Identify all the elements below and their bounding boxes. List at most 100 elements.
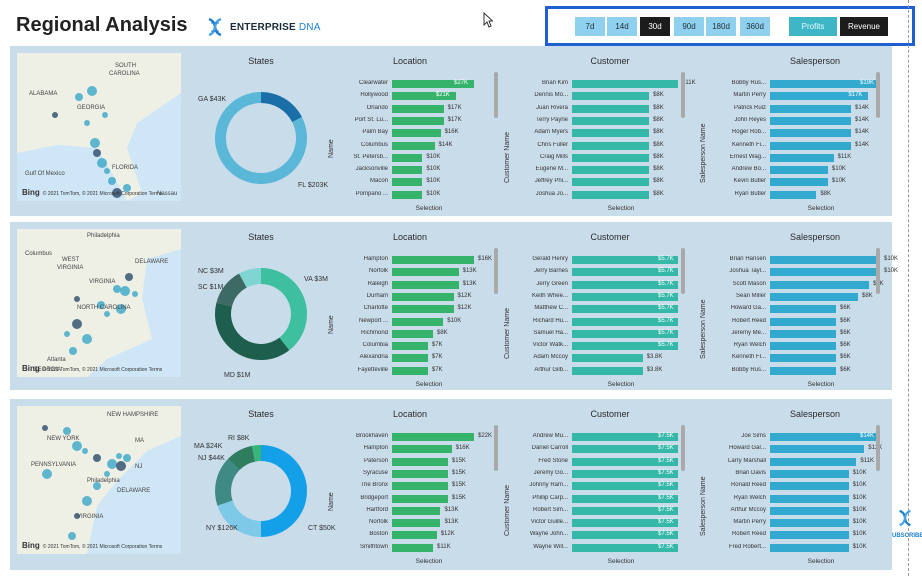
location-bar[interactable] xyxy=(392,178,423,187)
region-map[interactable]: Philadelphia WEST VIRGINIA DELAWARE VIRGINIA… xyxy=(17,229,181,377)
salesperson-bar[interactable] xyxy=(770,141,852,150)
map-location-bubble[interactable] xyxy=(63,427,71,435)
filter-7d-button[interactable]: 7d xyxy=(575,17,605,36)
donut-slice[interactable] xyxy=(251,445,261,462)
map-location-bubble[interactable] xyxy=(125,273,133,281)
salesperson-bar[interactable] xyxy=(770,445,865,454)
map-canvas[interactable] xyxy=(17,406,181,554)
map-location-bubble[interactable] xyxy=(87,86,97,96)
map-location-bubble[interactable] xyxy=(69,347,77,355)
salesperson-bar[interactable] xyxy=(770,342,836,351)
salesperson-bar[interactable] xyxy=(770,366,836,375)
customer-bar[interactable] xyxy=(572,116,650,125)
customer-bar[interactable] xyxy=(572,494,678,503)
location-bar[interactable] xyxy=(392,482,448,491)
filter-90d-button[interactable]: 90d xyxy=(674,17,704,36)
donut-slice[interactable] xyxy=(261,268,307,351)
customer-scrollbar[interactable] xyxy=(681,248,685,294)
map-location-bubble[interactable] xyxy=(93,454,101,462)
location-bar[interactable] xyxy=(392,457,448,466)
map-location-bubble[interactable] xyxy=(123,184,131,192)
salesperson-bar[interactable] xyxy=(770,153,834,162)
location-scrollbar[interactable] xyxy=(494,72,498,118)
location-bar[interactable] xyxy=(392,116,444,125)
location-bar[interactable] xyxy=(392,305,454,314)
location-bar[interactable] xyxy=(392,104,444,113)
salesperson-bar[interactable] xyxy=(770,457,857,466)
map-location-bubble[interactable] xyxy=(75,93,83,101)
salesperson-bar[interactable] xyxy=(770,268,880,277)
customer-bar[interactable] xyxy=(572,92,650,101)
filter-360d-button[interactable]: 360d xyxy=(740,17,770,36)
salesperson-bar[interactable] xyxy=(770,329,836,338)
customer-bar[interactable] xyxy=(572,292,678,301)
salesperson-bar[interactable] xyxy=(770,80,880,88)
salesperson-bar[interactable] xyxy=(770,433,880,441)
salesperson-bar[interactable] xyxy=(770,280,869,289)
customer-scrollbar[interactable] xyxy=(681,425,685,471)
map-location-bubble[interactable] xyxy=(116,304,126,314)
filter-180d-button[interactable]: 180d xyxy=(706,17,736,36)
customer-bar[interactable] xyxy=(572,268,678,277)
map-location-bubble[interactable] xyxy=(132,291,138,297)
customer-bar[interactable] xyxy=(572,354,643,363)
salesperson-bar[interactable] xyxy=(770,129,852,138)
map-location-bubble[interactable] xyxy=(108,177,116,185)
map-location-bubble[interactable] xyxy=(42,425,48,431)
location-bar[interactable] xyxy=(392,153,423,162)
customer-bar[interactable] xyxy=(572,342,678,351)
salesperson-bar[interactable] xyxy=(770,116,852,125)
location-bar[interactable] xyxy=(392,506,441,515)
map-location-bubble[interactable] xyxy=(74,513,80,519)
location-bar[interactable] xyxy=(392,519,441,528)
location-bar[interactable] xyxy=(392,329,433,338)
salesperson-scrollbar[interactable] xyxy=(876,72,880,118)
customer-bar[interactable] xyxy=(572,153,650,162)
map-location-bubble[interactable] xyxy=(68,532,76,540)
salesperson-bar[interactable] xyxy=(770,104,852,113)
map-location-bubble[interactable] xyxy=(74,296,80,302)
customer-bar[interactable] xyxy=(572,366,643,375)
customer-scrollbar[interactable] xyxy=(681,72,685,118)
location-bar[interactable] xyxy=(392,317,444,326)
map-location-bubble[interactable] xyxy=(64,331,70,337)
salesperson-bar[interactable] xyxy=(770,482,849,491)
customer-bar[interactable] xyxy=(572,280,678,289)
filter-14d-button[interactable]: 14d xyxy=(607,17,637,36)
customer-bar[interactable] xyxy=(572,531,678,540)
states-donut-chart[interactable] xyxy=(186,416,336,566)
salesperson-scrollbar[interactable] xyxy=(876,425,880,471)
map-location-bubble[interactable] xyxy=(116,461,126,471)
location-bar[interactable] xyxy=(392,268,459,277)
salesperson-bar[interactable] xyxy=(770,354,836,363)
salesperson-bar[interactable] xyxy=(770,190,817,199)
salesperson-bar[interactable] xyxy=(770,519,849,528)
customer-bar[interactable] xyxy=(572,256,678,264)
salesperson-bar[interactable] xyxy=(770,178,828,187)
customer-bar[interactable] xyxy=(572,469,678,478)
location-bar[interactable] xyxy=(392,543,433,552)
salesperson-bar[interactable] xyxy=(770,506,849,515)
metric-profits-button[interactable]: Profits xyxy=(789,17,837,36)
location-bar[interactable] xyxy=(392,256,474,264)
salesperson-scrollbar[interactable] xyxy=(876,248,880,294)
customer-bar[interactable] xyxy=(572,433,678,441)
customer-bar[interactable] xyxy=(572,519,678,528)
map-location-bubble[interactable] xyxy=(82,334,92,344)
map-location-bubble[interactable] xyxy=(104,311,110,317)
location-bar[interactable] xyxy=(392,469,448,478)
customer-bar[interactable] xyxy=(572,543,678,552)
map-location-bubble[interactable] xyxy=(104,168,110,174)
location-scrollbar[interactable] xyxy=(494,248,498,294)
salesperson-bar[interactable] xyxy=(770,305,836,314)
map-location-bubble[interactable] xyxy=(97,158,107,168)
map-location-bubble[interactable] xyxy=(52,112,58,118)
location-bar[interactable] xyxy=(392,366,428,375)
location-bar[interactable] xyxy=(392,280,459,289)
customer-bar[interactable] xyxy=(572,329,678,338)
salesperson-bar[interactable] xyxy=(770,92,869,101)
salesperson-bar[interactable] xyxy=(770,531,849,540)
states-donut-chart[interactable] xyxy=(186,239,336,389)
map-location-bubble[interactable] xyxy=(82,496,92,506)
location-bar[interactable] xyxy=(392,190,423,199)
